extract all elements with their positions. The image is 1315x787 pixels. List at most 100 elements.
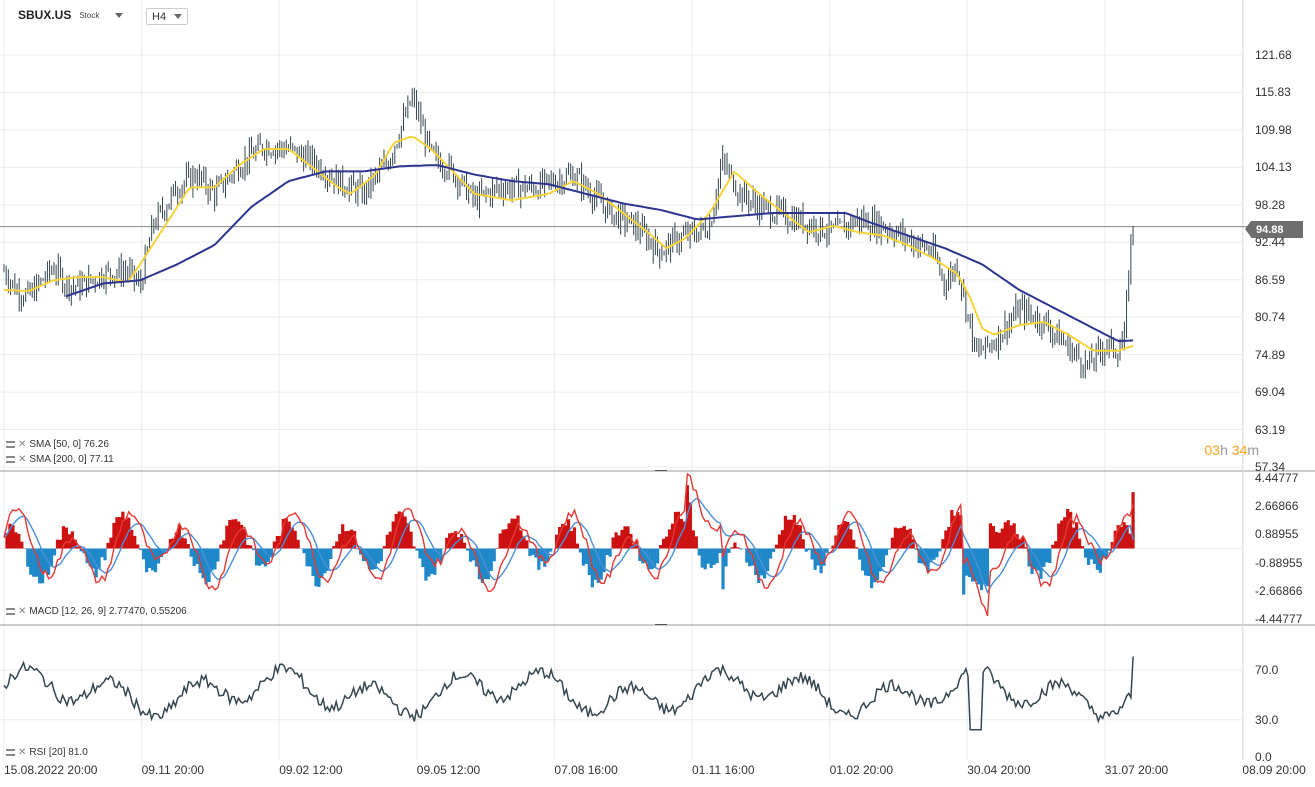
macd-histogram-bar xyxy=(774,544,779,549)
macd-histogram-bar xyxy=(929,548,933,563)
macd-histogram-bar xyxy=(822,548,826,566)
macd-histogram-bar xyxy=(109,537,113,549)
macd-histogram-bar xyxy=(1045,548,1049,563)
macd-histogram-bar xyxy=(41,548,45,584)
macd-histogram-bar xyxy=(338,533,342,549)
macd-histogram-bar xyxy=(130,529,134,549)
macd-histogram-bar xyxy=(510,518,514,549)
menu-icon[interactable] xyxy=(6,456,15,463)
timeframe-chevron-down-icon xyxy=(174,14,182,19)
macd-histogram-bar xyxy=(240,524,244,549)
macd-histogram-bar xyxy=(61,526,66,549)
macd-histogram-bar xyxy=(296,539,300,549)
sma200-line xyxy=(65,164,1134,343)
macd-histogram-bar xyxy=(911,539,915,549)
macd-histogram-bar xyxy=(525,540,529,549)
chart-header: SBUX.US Stock xyxy=(18,8,124,22)
y-tick-label: 74.89 xyxy=(1255,347,1286,362)
macd-histogram-bar xyxy=(982,548,987,585)
macd-histogram-bar xyxy=(944,530,948,549)
macd-histogram-bar xyxy=(881,548,886,567)
macd-histogram-bar xyxy=(32,548,36,577)
macd-histogram-bar xyxy=(1033,548,1037,569)
close-icon[interactable]: ✕ xyxy=(18,454,27,465)
macd-histogram-bar xyxy=(373,548,377,569)
close-icon[interactable]: ✕ xyxy=(18,747,27,758)
macd-histogram-bar xyxy=(495,547,499,549)
macd-histogram-bar xyxy=(231,519,235,549)
macd-histogram-bar xyxy=(878,548,883,572)
y-tick-label: 104.13 xyxy=(1255,160,1292,175)
macd-histogram-bar xyxy=(284,517,288,549)
macd-histogram-bar xyxy=(308,548,312,567)
macd-histogram-bar xyxy=(558,527,562,549)
symbol-dropdown-icon[interactable] xyxy=(115,12,124,18)
macd-histogram-bar xyxy=(730,547,734,549)
menu-icon[interactable] xyxy=(6,441,15,448)
macd-histogram-bar xyxy=(421,548,425,568)
symbol-label[interactable]: SBUX.US xyxy=(18,8,72,22)
macd-histogram-bar xyxy=(971,548,975,582)
macd-histogram-bar xyxy=(1066,508,1070,549)
menu-icon[interactable] xyxy=(6,608,15,615)
macd-histogram-bar xyxy=(864,548,868,576)
macd-histogram-bar xyxy=(335,541,339,549)
macd-histogram-bar xyxy=(786,519,790,549)
macd-histogram-bar xyxy=(1048,548,1052,564)
pane-resize-handle[interactable] xyxy=(655,624,667,625)
y-tick-label: 98.28 xyxy=(1255,197,1286,212)
macd-histogram-bar xyxy=(593,548,597,580)
macd-histogram-bar xyxy=(855,547,859,549)
macd-histogram-bar xyxy=(454,531,458,549)
macd-histogram-bar xyxy=(1125,525,1129,549)
y-tick-label: 80.74 xyxy=(1255,310,1286,325)
macd-histogram-bar xyxy=(1018,539,1022,549)
macd-histogram-bar xyxy=(706,548,710,564)
timeframe-select[interactable]: H4 xyxy=(146,8,188,25)
macd-histogram-bar xyxy=(727,548,731,553)
close-icon[interactable]: ✕ xyxy=(18,606,27,617)
macd-histogram-bar xyxy=(941,539,945,549)
macd-histogram-bar xyxy=(486,548,490,580)
macd-histogram-bar xyxy=(159,548,164,558)
macd-histogram-bar xyxy=(85,548,89,564)
macd-histogram-bar xyxy=(988,523,993,549)
macd-histogram-bar xyxy=(584,548,588,564)
macd-histogram-bar xyxy=(1131,492,1135,549)
macd-histogram-bar xyxy=(186,543,190,549)
macd-histogram-bar xyxy=(52,548,57,556)
macd-histogram-bar xyxy=(379,548,383,562)
macd-histogram-bar xyxy=(1000,528,1004,549)
macd-histogram-bar xyxy=(852,539,856,549)
macd-histogram-bar xyxy=(216,548,220,562)
close-icon[interactable]: ✕ xyxy=(18,439,27,450)
macd-histogram-bar xyxy=(26,548,30,567)
x-tick-label: 07.08 16:00 xyxy=(554,763,618,777)
macd-histogram-bar xyxy=(973,548,978,582)
macd-histogram-bar xyxy=(260,548,265,565)
macd-histogram-bar xyxy=(938,548,942,552)
legend-rsi: ✕ RSI [20] 81.0 xyxy=(6,747,88,758)
x-tick-label: 09.02 12:00 xyxy=(279,763,343,777)
macd-histogram-bar xyxy=(20,541,24,549)
macd-histogram-bar xyxy=(569,530,574,549)
macd-histogram-bar xyxy=(5,533,9,549)
x-tick-label: 01.11 16:00 xyxy=(692,763,755,777)
macd-histogram-bar xyxy=(614,532,618,549)
macd-histogram-bar xyxy=(177,524,181,549)
macd-histogram-bar xyxy=(451,532,455,549)
menu-icon[interactable] xyxy=(6,749,15,756)
macd-histogram-bar xyxy=(712,548,716,565)
macd-histogram-bar xyxy=(127,517,131,549)
macd-histogram-bar xyxy=(225,525,229,549)
macd-histogram-bar xyxy=(867,548,871,577)
pane-resize-handle[interactable] xyxy=(655,470,667,471)
legend-rsi-label: RSI [20] 81.0 xyxy=(29,747,88,758)
macd-histogram-bar xyxy=(350,529,354,549)
macd-histogram-bar xyxy=(121,511,125,549)
macd-histogram-bar xyxy=(145,548,149,573)
macd-histogram-bar xyxy=(783,515,788,549)
macd-histogram-bar xyxy=(70,531,74,549)
macd-histogram-bar xyxy=(768,548,773,559)
macd-histogram-bar xyxy=(596,548,600,583)
